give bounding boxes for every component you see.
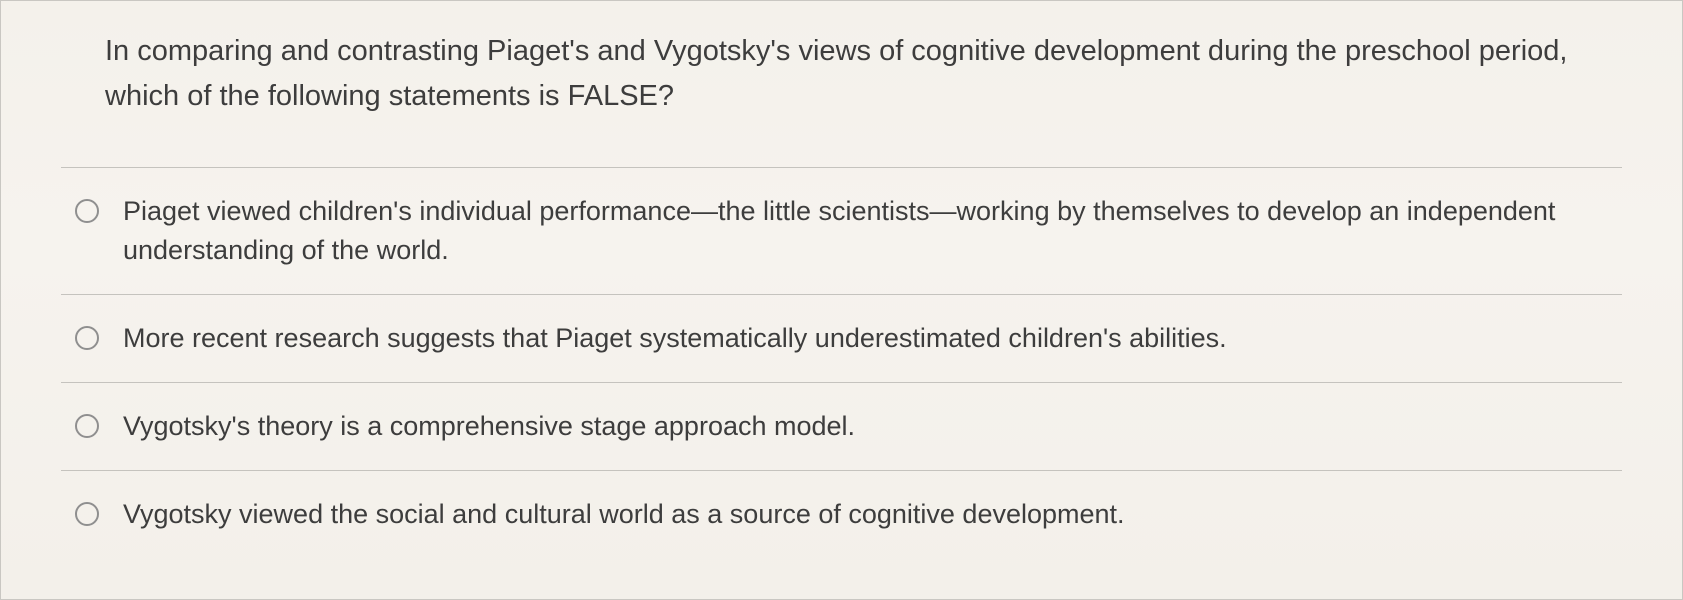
option-1[interactable]: More recent research suggests that Piage… (61, 294, 1622, 382)
option-3[interactable]: Vygotsky viewed the social and cultural … (61, 470, 1622, 558)
option-label: More recent research suggests that Piage… (123, 319, 1612, 358)
option-2[interactable]: Vygotsky's theory is a comprehensive sta… (61, 382, 1622, 470)
radio-icon[interactable] (75, 326, 99, 350)
option-label: Vygotsky's theory is a comprehensive sta… (123, 407, 1612, 446)
radio-icon[interactable] (75, 414, 99, 438)
radio-icon[interactable] (75, 199, 99, 223)
option-0[interactable]: Piaget viewed children's individual perf… (61, 167, 1622, 294)
option-label: Vygotsky viewed the social and cultural … (123, 495, 1612, 534)
option-label: Piaget viewed children's individual perf… (123, 192, 1612, 270)
radio-icon[interactable] (75, 502, 99, 526)
options-list: Piaget viewed children's individual perf… (61, 167, 1622, 559)
question-card: In comparing and contrasting Piaget's an… (0, 0, 1683, 600)
question-text: In comparing and contrasting Piaget's an… (61, 29, 1622, 119)
